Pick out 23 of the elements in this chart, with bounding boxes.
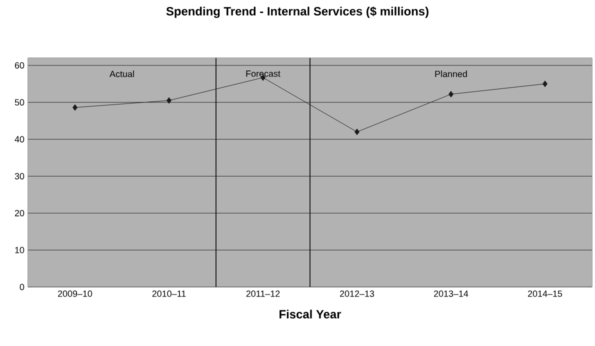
point — [166, 97, 172, 104]
band-label: Planned — [435, 70, 467, 78]
point — [354, 128, 360, 136]
y-tick-label: 20 — [14, 210, 24, 216]
x-tick-label: 2013–14 — [434, 290, 468, 297]
y-tick-label: 50 — [14, 99, 24, 106]
chart-title: Spending Trend - Internal Services ($ millions) — [166, 6, 428, 18]
y-tick-label: 30 — [14, 173, 24, 180]
x-tick-label: 2011–12 — [246, 290, 280, 297]
point — [448, 90, 454, 98]
point — [542, 80, 548, 88]
y-tick-label: 10 — [15, 246, 24, 254]
y-tick-label: 60 — [14, 62, 24, 69]
band-label: Forecast — [246, 70, 280, 77]
x-tick-label: 2009–10 — [58, 290, 92, 297]
x-tick-label: 2014–15 — [528, 290, 562, 297]
x-axis-title: Fiscal Year — [280, 310, 342, 318]
y-tick-label: 0 — [20, 284, 24, 290]
band-label: Actual — [110, 70, 134, 78]
point — [72, 104, 78, 111]
x-tick-label: 2010–11 — [152, 290, 186, 297]
x-tick-label: 2012–13 — [340, 290, 374, 297]
y-tick-label: 40 — [14, 136, 24, 142]
